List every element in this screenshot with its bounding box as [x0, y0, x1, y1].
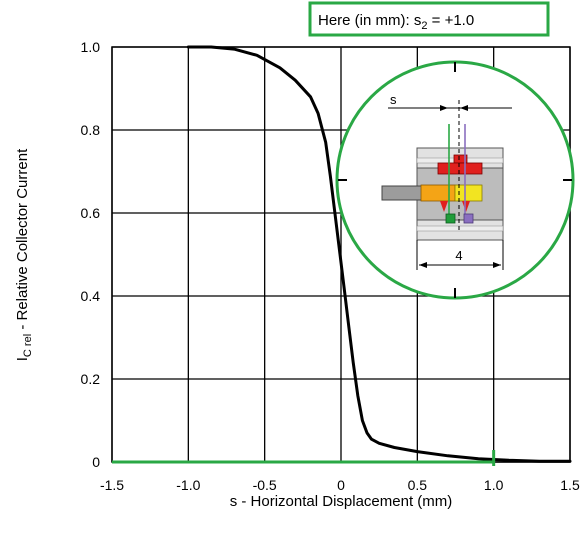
y-axis-title-sub: C rel — [22, 334, 34, 357]
inset-green-marker — [445, 213, 456, 224]
series-line — [186, 45, 572, 463]
inset-emitter-body — [437, 162, 483, 175]
y-tick-label: 0 — [92, 454, 100, 470]
y-axis-title-rest: - Relative Collector Current — [14, 148, 31, 334]
annotation-frame — [308, 1, 550, 37]
y-tick-label: 0.8 — [81, 122, 101, 138]
y-tick-label: 1.0 — [81, 39, 101, 55]
inset-emitter-lens — [440, 201, 448, 212]
x-tick-label: 1.5 — [560, 477, 580, 493]
inset-interrupter-blade — [381, 185, 427, 201]
inset-s-arrow-right — [460, 105, 468, 111]
inset-diagram: s 4 — [335, 60, 575, 300]
series — [112, 45, 572, 466]
inset-package-stripe-bottom — [416, 225, 504, 232]
inset-s-arrow-left — [440, 105, 448, 111]
x-tick-label: 1.0 — [484, 477, 504, 493]
inset-width-arrow-right — [493, 262, 501, 268]
annotation-box: Here (in mm): s2 = +1.0 — [308, 1, 550, 37]
annotation-suffix: = +1.0 — [427, 12, 474, 29]
annotation-text: Here (in mm): s2 = +1.0 — [318, 12, 474, 32]
inset-s-label: s — [390, 92, 397, 107]
x-tick-label: -1.0 — [176, 477, 200, 493]
y-axis-title: IC rel - Relative Collector Current — [14, 148, 34, 361]
inset-purple-marker — [463, 213, 474, 224]
y-tick-label: 0.6 — [81, 205, 101, 221]
annotation-subscript: 2 — [421, 20, 427, 32]
x-tick-label: -0.5 — [253, 477, 277, 493]
inset-detector-left — [420, 184, 456, 202]
inset-detector-lens — [462, 201, 470, 212]
annotation-prefix: Here (in mm): s — [318, 12, 421, 29]
y-tick-label: 0.4 — [81, 288, 101, 304]
x-tick-label: -1.5 — [100, 477, 124, 493]
x-axis-title: s - Horizontal Displacement (mm) — [230, 493, 453, 510]
inset-width-label: 4 — [455, 248, 462, 263]
tick-labels: -1.5 -1.0 -0.5 0 0.5 1.0 1.5 0 0.2 0.4 0.6 0.8 1.0 — [81, 39, 580, 493]
x-tick-label: 0 — [337, 477, 345, 493]
y-tick-label: 0.2 — [81, 371, 101, 387]
inset-width-arrow-left — [419, 262, 427, 268]
y-axis-title-main: I — [14, 357, 31, 361]
x-tick-label: 0.5 — [408, 477, 428, 493]
